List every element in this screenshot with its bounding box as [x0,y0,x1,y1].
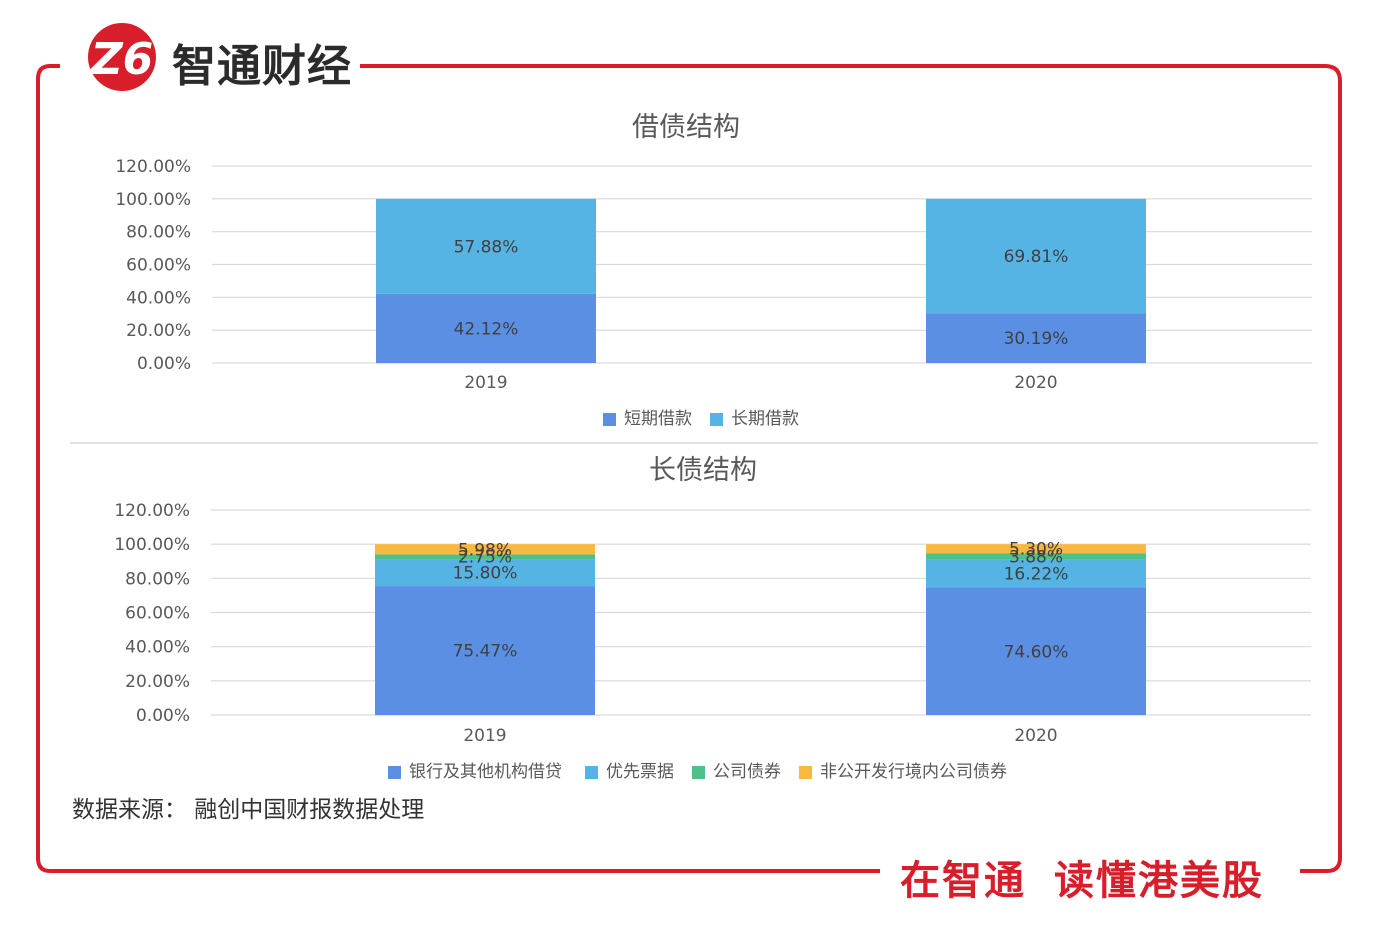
chart-title: 长债结构 [649,455,757,486]
legend-label: 长期借款 [731,409,799,429]
legend-label: 优先票据 [606,762,674,782]
y-tick-label: 20.00% [125,672,190,692]
data-label: 42.12% [454,319,519,339]
y-tick-label: 100.00% [115,190,191,210]
legend-label: 公司债券 [713,762,781,782]
data-label: 3.88% [1009,548,1063,568]
data-label: 30.19% [1004,329,1069,349]
data-label: 75.47% [453,642,518,662]
legend-swatch [692,766,705,779]
y-tick-label: 120.00% [115,157,191,177]
logo-icon: Z6 [88,23,156,91]
data-label: 16.22% [1004,565,1069,585]
chart-title: 借债结构 [632,112,740,143]
bar-segment [376,198,596,294]
data-label: 69.81% [1004,247,1069,267]
bar-segment [926,553,1146,560]
y-tick-label: 120.00% [114,501,190,521]
legend-swatch [585,766,598,779]
long-term-debt-structure-chart: 长债结构 0.00% 20.00% 40.00% 60.00% 80.00% 100.00%… [114,455,1311,782]
data-label: 5.98% [458,540,512,560]
y-tick-label: 40.00% [126,288,191,308]
bar-segment [375,554,595,560]
bar-segment [926,544,1146,554]
data-label: 2.75% [458,548,512,568]
source-note: 数据来源： 融创中国财报数据处理 [72,797,425,823]
legend-swatch [603,413,616,426]
slogan-right: 读懂港美股 [1054,858,1264,904]
legend-label: 短期借款 [624,409,692,429]
y-tick-label: 40.00% [125,638,190,658]
legend-swatch [799,766,812,779]
x-tick-label: 2019 [464,373,507,393]
legend-label: 非公开发行境内公司债券 [820,762,1007,782]
borrowing-structure-chart: 借债结构 0.00% 20.00% 40.00% 60.00% 80.00% 100.00%… [115,112,1312,429]
bar-segment [926,313,1146,363]
bar-segment [376,293,596,363]
y-tick-label: 80.00% [125,569,190,589]
y-tick-label: 20.00% [126,321,191,341]
y-tick-label: 0.00% [136,706,190,726]
y-tick-label: 60.00% [126,256,191,276]
brand-name: 智通财经 [172,41,352,92]
y-tick-label: 100.00% [114,535,190,555]
slogan: 在智通 读懂港美股 [900,848,1264,906]
bar-segment [926,198,1146,314]
bar-segment [375,586,595,715]
bar-segment [926,559,1146,588]
legend-swatch [710,413,723,426]
y-tick-label: 0.00% [137,354,191,374]
bar-segment [926,587,1146,715]
bar-segment [375,559,595,587]
legend-label: 银行及其他机构借贷 [409,762,562,782]
data-label: 5.30% [1009,540,1063,560]
data-label: 74.60% [1004,642,1069,662]
y-tick-label: 80.00% [126,223,191,243]
x-tick-label: 2020 [1014,726,1057,746]
slogan-left: 在智通 [900,858,1026,904]
bar-segment [375,544,595,555]
x-tick-label: 2019 [463,726,506,746]
svg-text:Z6: Z6 [89,34,154,85]
data-label: 57.88% [454,237,519,257]
y-tick-label: 60.00% [125,604,190,624]
x-tick-label: 2020 [1014,373,1057,393]
data-label: 15.80% [453,564,518,584]
legend-swatch [388,766,401,779]
